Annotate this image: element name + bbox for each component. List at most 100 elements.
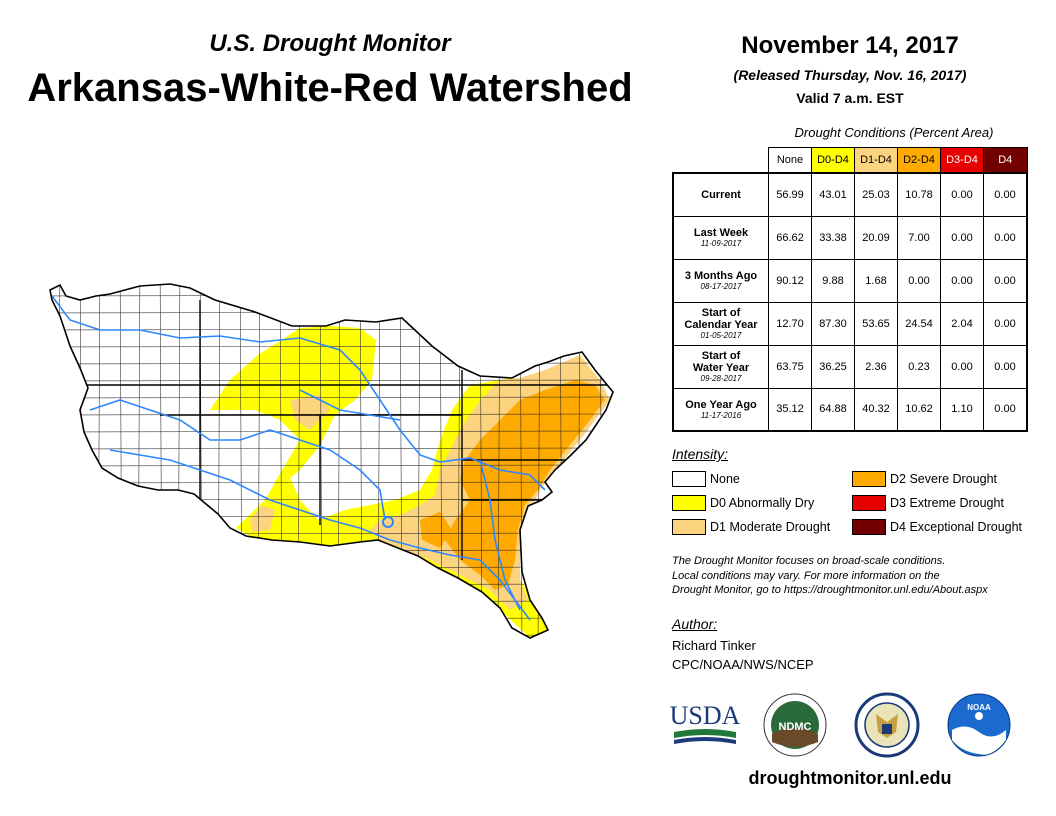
column-header-d4: D4 [983, 147, 1028, 174]
cell-d2-d4: 10.78 [897, 172, 941, 217]
author-name: Richard Tinker [672, 638, 756, 653]
row-label-line-1: Start of [701, 307, 741, 319]
usace-seal [854, 692, 920, 758]
legend-title: Intensity: [672, 446, 729, 462]
website-url[interactable]: droughtmonitor.unl.edu [748, 768, 952, 788]
ndmc-logo: NDMC [763, 693, 827, 757]
cell-d0-d4: 9.88 [811, 258, 855, 303]
note-line-3: Drought Monitor, go to https://droughtmo… [672, 584, 988, 596]
legend-label: None [710, 472, 740, 486]
legend-label: D4 Exceptional Drought [890, 520, 1023, 534]
column-header-d1-d4: D1-D4 [854, 147, 898, 174]
row-date: 08-17-2017 [700, 282, 742, 291]
row-label-line-1: Current [701, 188, 741, 201]
cell-none: 63.75 [768, 344, 812, 389]
legend-label: D2 Severe Drought [890, 472, 998, 486]
usda-logo: USDA [670, 701, 740, 744]
row-label-line-1: 3 Months Ago [684, 270, 758, 282]
drought-conditions-table: None D0-D4 D1-D4 D2-D4 D3-D4 D4 Current 56.99 4… [672, 147, 1028, 432]
row-date: 01-05-2017 [700, 331, 742, 340]
row-label-line-1: Last Week [693, 227, 749, 239]
cell-d2-d4: 24.54 [897, 301, 941, 346]
map-title: Arkansas-White-Red Watershed [27, 66, 633, 110]
row-label-line-1: One Year Ago [685, 398, 757, 411]
cell-d4: 0.00 [983, 258, 1028, 303]
row-label: One Year Ago 11-17-2016 [672, 387, 769, 432]
table-corner [673, 148, 769, 174]
cell-d2-d4: 0.00 [897, 258, 941, 303]
cell-d0-d4: 33.38 [811, 215, 855, 260]
cell-d3-d4: 0.00 [940, 215, 984, 260]
watershed-map [49, 283, 614, 639]
cell-d0-d4: 36.25 [811, 344, 855, 389]
cell-d4: 0.00 [983, 301, 1028, 346]
cell-d1-d4: 40.32 [854, 387, 898, 432]
cell-d1-d4: 2.36 [854, 344, 898, 389]
map-subtitle: U.S. Drought Monitor [209, 30, 451, 57]
column-header-d2-d4: D2-D4 [897, 147, 941, 174]
cell-none: 35.12 [768, 387, 812, 432]
cell-d0-d4: 43.01 [811, 172, 855, 217]
cell-d4: 0.00 [983, 172, 1028, 217]
cell-d3-d4: 2.04 [940, 301, 984, 346]
cell-d3-d4: 0.00 [940, 172, 984, 217]
drought-monitor-note: The Drought Monitor focuses on broad-sca… [672, 554, 1042, 598]
row-date: 09-28-2017 [700, 374, 742, 383]
legend-swatch [672, 495, 706, 511]
legend-swatch [852, 471, 886, 487]
table-row: 3 Months Ago 08-17-2017 90.12 9.88 1.68 0.00 0… [672, 258, 1028, 303]
cell-d1-d4: 53.65 [854, 301, 898, 346]
row-label: Start of Water Year 09-28-2017 [672, 344, 769, 389]
table-row: Current 56.99 43.01 25.03 10.78 0.00 0.00 [672, 172, 1028, 217]
cell-none: 56.99 [768, 172, 812, 217]
row-date: 11-09-2017 [700, 239, 742, 248]
release-date: (Released Thursday, Nov. 16, 2017) [733, 67, 967, 83]
cell-d3-d4: 0.00 [940, 258, 984, 303]
cell-none: 12.70 [768, 301, 812, 346]
table-row: Last Week 11-09-2017 66.62 33.38 20.09 7.00 0.… [672, 215, 1028, 260]
cell-d4: 0.00 [983, 344, 1028, 389]
cell-d2-d4: 0.23 [897, 344, 941, 389]
ndmc-logo-text: NDMC [779, 721, 812, 733]
table-row: Start of Water Year 09-28-2017 63.75 36.25 2.… [672, 344, 1028, 389]
cell-none: 90.12 [768, 258, 812, 303]
row-label: 3 Months Ago 08-17-2017 [672, 258, 769, 303]
row-label: Last Week 11-09-2017 [672, 215, 769, 260]
cell-none: 66.62 [768, 215, 812, 260]
row-label: Start of Calendar Year 01-05-2017 [672, 301, 769, 346]
note-line-1: The Drought Monitor focuses on broad-sca… [672, 555, 946, 567]
cell-d3-d4: 0.00 [940, 344, 984, 389]
cell-d1-d4: 25.03 [854, 172, 898, 217]
cell-d0-d4: 64.88 [811, 387, 855, 432]
note-line-2: Local conditions may vary. For more info… [672, 569, 940, 582]
cell-d3-d4: 1.10 [940, 387, 984, 432]
table-row: One Year Ago 11-17-2016 35.12 64.88 40.32 10.… [672, 387, 1028, 432]
row-label: Current [672, 172, 769, 217]
cell-d0-d4: 87.30 [811, 301, 855, 346]
cell-d4: 0.00 [983, 387, 1028, 432]
row-date: 11-17-2016 [700, 410, 742, 420]
legend-label: D3 Extreme Drought [890, 496, 1004, 510]
noaa-logo: NOAA [947, 693, 1011, 757]
table-header-row: None D0-D4 D1-D4 D2-D4 D3-D4 D4 [673, 147, 1028, 174]
cell-d1-d4: 20.09 [854, 215, 898, 260]
legend-swatch [852, 495, 886, 511]
author-title: Author: [672, 616, 718, 632]
column-header-none: None [768, 147, 812, 174]
table-row: Start of Calendar Year 01-05-2017 12.70 87.3… [672, 301, 1028, 346]
cell-d1-d4: 1.68 [854, 258, 898, 303]
column-header-d0-d4: D0-D4 [811, 147, 855, 174]
cell-d2-d4: 7.00 [897, 215, 941, 260]
noaa-logo-text: NOAA [967, 703, 991, 712]
row-label-line-2: Water Year [692, 362, 750, 374]
column-header-d3-d4: D3-D4 [940, 147, 984, 174]
legend-swatch [672, 471, 706, 487]
legend-label: D0 Abnormally Dry [710, 496, 815, 510]
author-org: CPC/NOAA/NWS/NCEP [672, 657, 814, 672]
row-label-line-2: Calendar Year [684, 319, 758, 331]
valid-time: Valid 7 a.m. EST [796, 90, 904, 106]
legend-swatch [672, 519, 706, 535]
row-label-line-1: Start of [701, 350, 741, 362]
valid-date: November 14, 2017 [741, 32, 959, 59]
usda-logo-text: USDA [670, 701, 740, 730]
